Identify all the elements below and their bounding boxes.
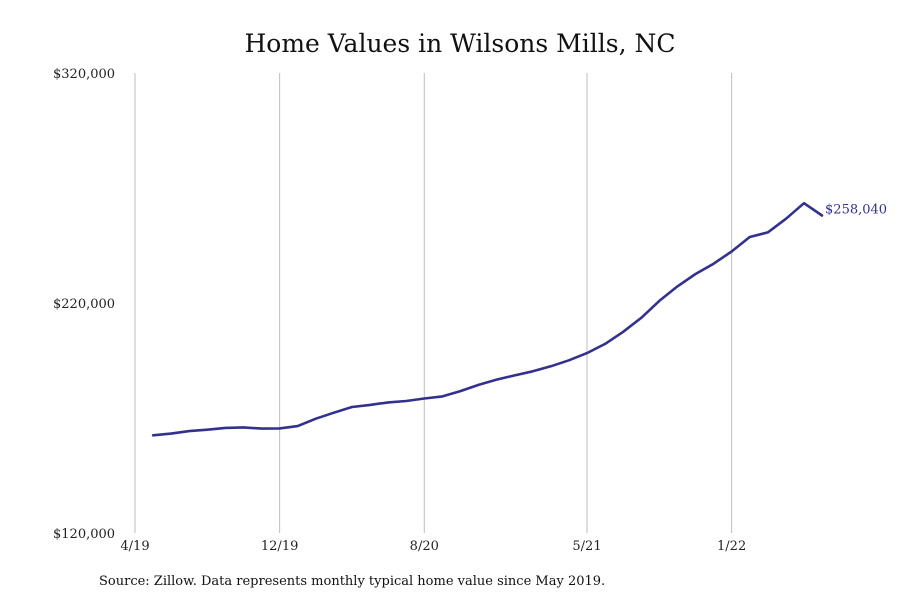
chart-title: Home Values in Wilsons Mills, NC	[245, 29, 676, 58]
gridlines	[134, 73, 733, 533]
x-tick-label: 5/21	[572, 539, 601, 554]
series-line-0	[151, 201, 824, 437]
y-tick-label: $320,000	[53, 67, 115, 82]
x-axis: 4/19 12/19 8/20 5/21 1/22	[120, 539, 746, 554]
x-tick-label: 8/20	[410, 539, 439, 554]
x-tick-label: 12/19	[261, 539, 298, 554]
x-tick-label: 4/19	[120, 539, 149, 554]
y-tick-label: $120,000	[53, 527, 115, 542]
x-tick-label: 1/22	[717, 539, 746, 554]
series-layer	[151, 201, 824, 437]
y-tick-label: $220,000	[53, 297, 115, 312]
end-value-label: $258,040	[825, 203, 887, 218]
y-axis: $120,000 $220,000 $320,000	[53, 67, 115, 542]
source-note: Source: Zillow. Data represents monthly …	[99, 574, 605, 589]
